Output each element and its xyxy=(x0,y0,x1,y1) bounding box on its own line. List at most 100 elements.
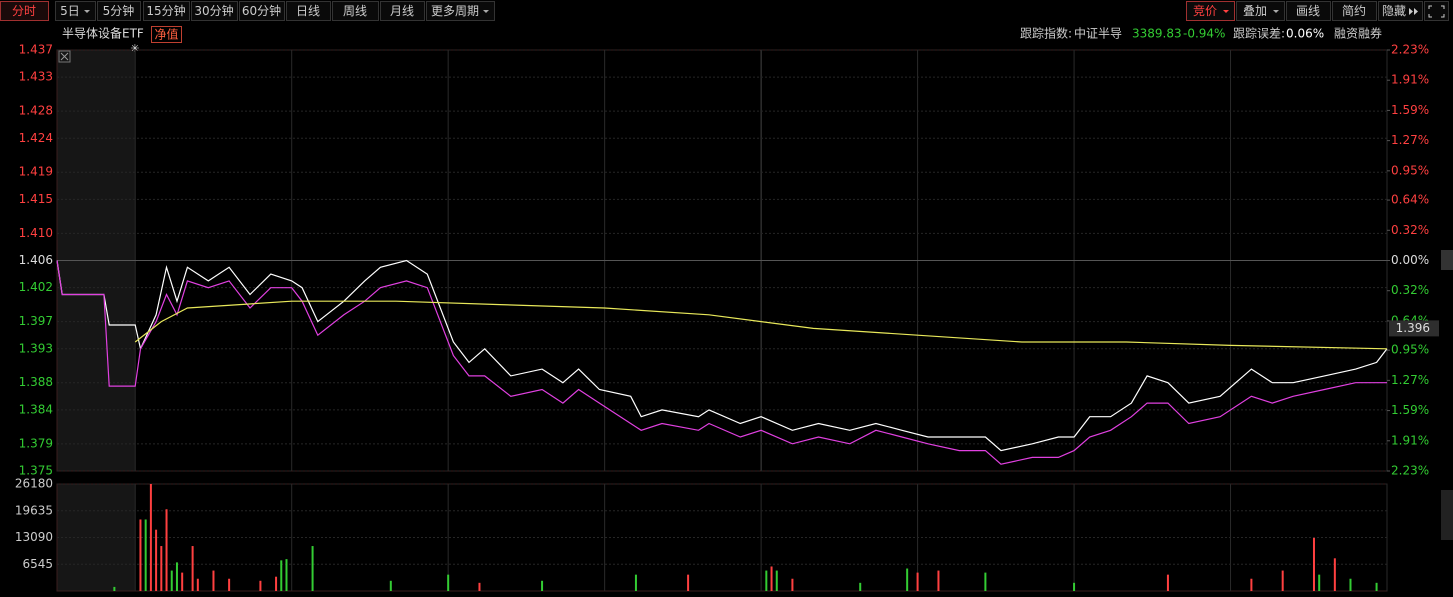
y2-tick-label: 0.95% xyxy=(1391,163,1429,177)
tool-button[interactable] xyxy=(1286,1,1331,21)
header-tracking-index: 中证半导 xyxy=(1074,26,1122,41)
volume-bar xyxy=(228,578,231,591)
header-margin: 融资融券 xyxy=(1334,26,1382,41)
volume-bar xyxy=(1312,537,1315,591)
period-button[interactable] xyxy=(332,1,379,21)
volume-bar xyxy=(191,546,194,591)
volume-bar xyxy=(170,570,173,591)
fund-name: 半导体设备ETF xyxy=(62,27,144,41)
volume-bar xyxy=(1375,582,1378,591)
volume-bar xyxy=(541,580,544,591)
volume-bar xyxy=(196,578,199,591)
volume-tick-label: 26180 xyxy=(15,477,53,491)
toolbar: 分时 5日 5分钟 15分钟 30分钟 60分钟 日线 周线 月线 更多周期 竞价 叠加 画线 简约 隐藏 xyxy=(0,1,1449,21)
close-box[interactable] xyxy=(58,50,71,63)
volume-bar xyxy=(1250,578,1253,591)
volume-bar xyxy=(906,568,909,591)
tool-button[interactable] xyxy=(1378,1,1423,21)
volume-bar xyxy=(144,519,147,591)
volume-bar xyxy=(311,546,314,591)
volume-bar xyxy=(775,570,778,591)
current-price-tag xyxy=(1389,320,1439,337)
header-tracking-label: 跟踪指数: xyxy=(1020,26,1072,41)
y2-tick-label: 2.23% xyxy=(1391,43,1429,57)
volume-bar xyxy=(447,574,450,591)
y-tick-label: 1.410 xyxy=(19,226,53,240)
period-button[interactable] xyxy=(143,1,190,21)
period-button[interactable] xyxy=(426,1,495,21)
volume-tick-label: 19635 xyxy=(15,503,53,517)
y-tick-label: 1.384 xyxy=(19,402,53,416)
volume-bar xyxy=(149,484,152,591)
period-button[interactable] xyxy=(380,1,425,21)
volume-bar xyxy=(687,574,690,591)
auction-area xyxy=(57,484,135,591)
y2-tick-label: 1.59% xyxy=(1391,403,1429,417)
volume-bar xyxy=(984,572,987,591)
y-tick-label: 1.424 xyxy=(19,131,53,145)
tool-button[interactable] xyxy=(1186,1,1235,21)
volume-bar xyxy=(937,570,940,591)
plot: 1.396 xyxy=(56,259,1439,591)
volume-bar xyxy=(1333,558,1336,591)
hide-arrows xyxy=(1409,8,1418,15)
period-button[interactable] xyxy=(286,1,331,21)
header-error-label: 跟踪误差: xyxy=(1233,27,1285,41)
volume-bar xyxy=(1318,574,1321,591)
y-tick-label: 1.402 xyxy=(19,280,53,294)
period-label: 30分钟 xyxy=(194,3,233,18)
period-label: 15分钟 xyxy=(146,3,185,18)
period-button[interactable] xyxy=(239,1,285,21)
volume-bar xyxy=(1073,582,1076,591)
period-label: 周线 xyxy=(343,4,367,18)
y-tick-label: 1.433 xyxy=(19,70,53,84)
y-tick-label: 1.406 xyxy=(19,253,53,267)
volume-bar xyxy=(916,572,919,591)
volume-bar xyxy=(285,559,288,591)
period-label: 5分钟 xyxy=(103,3,135,18)
volume-bar xyxy=(160,546,163,591)
volume-bar xyxy=(175,562,178,591)
period-label: 分时 xyxy=(12,4,36,18)
price-line xyxy=(56,259,1388,452)
price-line xyxy=(134,300,1388,350)
header-index-value: 3389.83 xyxy=(1132,27,1182,41)
volume-tick-label: 6545 xyxy=(22,557,53,571)
tool-label: 隐藏 xyxy=(1382,4,1406,18)
fullscreen-icon xyxy=(1428,5,1445,18)
volume-bar xyxy=(770,566,773,591)
y-tick-label: 1.428 xyxy=(19,104,53,118)
y2-tick-label: 1.59% xyxy=(1391,103,1429,117)
volume-bar xyxy=(139,519,142,591)
volume-bar xyxy=(259,580,262,591)
y-tick-label: 1.393 xyxy=(19,341,53,355)
volume-bar xyxy=(859,582,862,591)
tool-label: 叠加 xyxy=(1243,4,1267,18)
volume-bar xyxy=(212,570,215,591)
tool-button[interactable] xyxy=(1236,1,1285,21)
y-tick-label: 1.419 xyxy=(19,165,53,179)
side-handle[interactable] xyxy=(1441,490,1453,540)
volume-bar xyxy=(389,580,392,591)
tool-button[interactable] xyxy=(1332,1,1377,21)
y-tick-label: 1.375 xyxy=(19,464,53,478)
volume-tick-label: 13090 xyxy=(15,530,53,544)
fullscreen-button[interactable] xyxy=(1424,1,1449,21)
dropdown-arrow xyxy=(1273,10,1279,13)
volume-bar xyxy=(275,576,278,591)
side-handle[interactable] xyxy=(1441,250,1453,270)
period-label: 5日 xyxy=(60,4,80,18)
volume-bar xyxy=(765,570,768,591)
volume-bar xyxy=(1281,570,1284,591)
tool-label: 画线 xyxy=(1296,4,1320,18)
period-label: 60分钟 xyxy=(242,3,281,18)
period-button[interactable] xyxy=(97,1,141,21)
period-button[interactable] xyxy=(55,1,96,21)
period-label: 日线 xyxy=(296,4,320,18)
header-index-change: -0.94% xyxy=(1183,27,1225,41)
period-button[interactable] xyxy=(0,1,49,21)
period-button[interactable] xyxy=(191,1,238,21)
period-label: 更多周期 xyxy=(431,4,479,18)
volume-bar xyxy=(1166,574,1169,591)
